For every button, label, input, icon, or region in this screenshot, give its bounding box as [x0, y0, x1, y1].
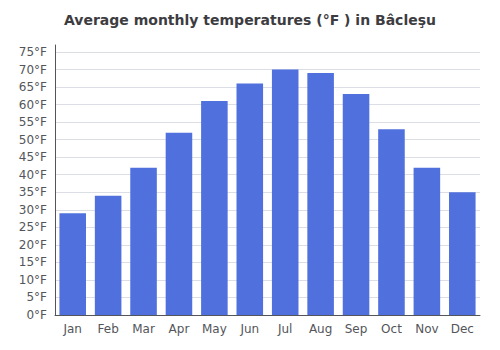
svg-text:Mar: Mar: [132, 322, 155, 336]
svg-text:65°F: 65°F: [19, 80, 47, 94]
svg-text:Jul: Jul: [277, 322, 292, 336]
svg-text:Apr: Apr: [169, 322, 190, 336]
svg-text:Oct: Oct: [381, 322, 402, 336]
svg-text:40°F: 40°F: [19, 168, 47, 182]
svg-text:70°F: 70°F: [19, 63, 47, 77]
svg-text:Aug: Aug: [309, 322, 332, 336]
svg-text:Dec: Dec: [451, 322, 474, 336]
svg-text:May: May: [202, 322, 227, 336]
svg-text:35°F: 35°F: [19, 185, 47, 199]
svg-text:20°F: 20°F: [19, 238, 47, 252]
svg-text:Feb: Feb: [98, 322, 119, 336]
svg-text:Jan: Jan: [62, 322, 82, 336]
svg-text:0°F: 0°F: [26, 308, 47, 322]
svg-text:75°F: 75°F: [19, 45, 47, 59]
svg-text:55°F: 55°F: [19, 115, 47, 129]
svg-text:45°F: 45°F: [19, 150, 47, 164]
svg-text:50°F: 50°F: [19, 133, 47, 147]
svg-text:Average monthly temperatures (: Average monthly temperatures (°F ) in Bâ…: [64, 12, 436, 28]
svg-text:15°F: 15°F: [19, 255, 47, 269]
svg-text:30°F: 30°F: [19, 203, 47, 217]
svg-text:Jun: Jun: [239, 322, 259, 336]
svg-text:10°F: 10°F: [19, 273, 47, 287]
svg-text:60°F: 60°F: [19, 98, 47, 112]
svg-text:Nov: Nov: [415, 322, 438, 336]
svg-text:Sep: Sep: [345, 322, 368, 336]
svg-text:25°F: 25°F: [19, 220, 47, 234]
svg-text:5°F: 5°F: [26, 290, 47, 304]
